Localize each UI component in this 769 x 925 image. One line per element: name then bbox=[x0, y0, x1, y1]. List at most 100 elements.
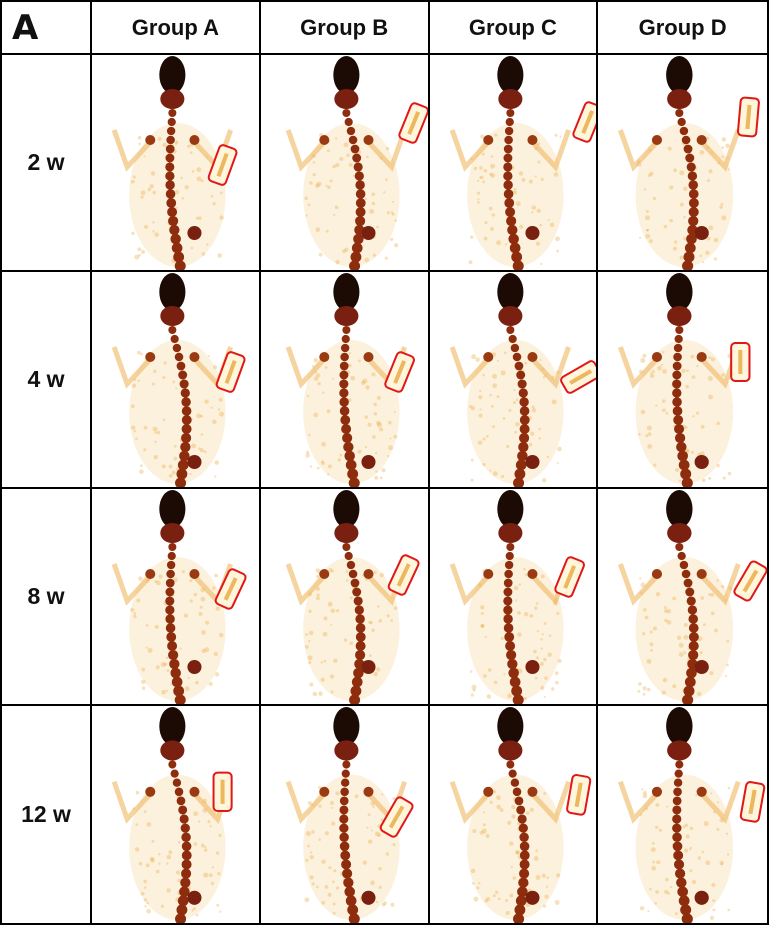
speckle bbox=[316, 373, 320, 377]
scan-drawing bbox=[261, 272, 428, 487]
vertebra bbox=[175, 787, 184, 796]
speckle bbox=[309, 682, 313, 686]
speckle bbox=[158, 853, 160, 855]
speckle bbox=[201, 433, 204, 436]
speckle bbox=[189, 473, 191, 475]
speckle bbox=[152, 230, 154, 232]
vertebra bbox=[672, 823, 681, 832]
speckle bbox=[679, 652, 684, 657]
speckle bbox=[721, 863, 723, 865]
speckle bbox=[330, 624, 332, 626]
speckle bbox=[136, 599, 140, 603]
vertebra bbox=[675, 433, 685, 443]
speckle bbox=[711, 611, 715, 615]
vertebra bbox=[508, 335, 516, 343]
speckle bbox=[549, 223, 554, 228]
speckle bbox=[490, 405, 493, 408]
speckle bbox=[662, 399, 666, 403]
speckle bbox=[166, 862, 168, 864]
speckle bbox=[541, 874, 545, 878]
vertebra bbox=[352, 677, 363, 688]
vertebra bbox=[672, 814, 681, 823]
speckle bbox=[334, 205, 338, 209]
head bbox=[159, 707, 185, 745]
speckle bbox=[518, 583, 521, 586]
speckle bbox=[196, 217, 199, 220]
scan-drawing bbox=[598, 272, 767, 487]
speckle bbox=[185, 185, 189, 189]
speckle bbox=[187, 677, 189, 679]
speckle bbox=[220, 192, 223, 195]
vertebra bbox=[168, 216, 178, 226]
vertebra bbox=[510, 344, 518, 352]
speckle bbox=[141, 680, 146, 685]
speckle bbox=[540, 178, 543, 181]
speckle bbox=[727, 640, 730, 643]
shoulder bbox=[527, 569, 537, 579]
shoulder bbox=[319, 352, 329, 362]
speckle bbox=[377, 605, 379, 607]
vertebra bbox=[340, 796, 349, 805]
speckle bbox=[212, 202, 215, 205]
speckle bbox=[327, 473, 329, 475]
speckle bbox=[650, 172, 654, 176]
vertebra bbox=[346, 895, 357, 906]
speckle bbox=[390, 619, 393, 622]
speckle bbox=[652, 861, 655, 864]
speckle bbox=[313, 161, 315, 163]
speckle bbox=[708, 593, 711, 596]
speckle bbox=[523, 697, 527, 701]
speckle bbox=[214, 574, 218, 578]
vertebra bbox=[688, 171, 697, 180]
vertebra bbox=[675, 769, 683, 777]
speckle bbox=[513, 188, 516, 191]
speckle bbox=[180, 647, 182, 649]
shoulder bbox=[189, 569, 199, 579]
scan-image bbox=[430, 55, 599, 272]
shoulder bbox=[319, 135, 329, 145]
vertebra bbox=[168, 543, 176, 551]
speckle bbox=[529, 808, 533, 812]
speckle bbox=[533, 650, 537, 654]
speckle bbox=[304, 897, 309, 902]
speckle bbox=[321, 442, 326, 447]
speckle bbox=[308, 640, 310, 642]
speckle bbox=[472, 829, 476, 833]
jaw bbox=[498, 740, 522, 760]
vertebra bbox=[350, 145, 359, 154]
vertebra bbox=[346, 460, 357, 471]
speckle bbox=[202, 252, 206, 256]
jaw bbox=[160, 523, 184, 543]
speckle bbox=[543, 696, 545, 698]
vertebra bbox=[356, 632, 366, 642]
speckle bbox=[305, 633, 308, 636]
vertebra bbox=[355, 641, 365, 651]
speckle bbox=[653, 464, 656, 467]
speckle bbox=[710, 671, 714, 675]
vertebra bbox=[673, 397, 683, 406]
speckle bbox=[656, 860, 660, 864]
speckle bbox=[367, 423, 371, 427]
speckle bbox=[326, 409, 330, 413]
speckle bbox=[701, 596, 705, 600]
column-header: Group D bbox=[598, 2, 767, 55]
speckle bbox=[476, 192, 479, 195]
speckle bbox=[200, 606, 203, 609]
vertebra bbox=[354, 171, 363, 180]
vertebra bbox=[180, 379, 189, 388]
vertebra bbox=[504, 570, 513, 579]
speckle bbox=[144, 155, 146, 157]
speckle bbox=[373, 672, 377, 676]
speckle bbox=[511, 814, 515, 818]
speckle bbox=[146, 863, 150, 867]
vertebra bbox=[342, 326, 350, 334]
speckle bbox=[708, 376, 713, 381]
head bbox=[666, 273, 692, 311]
speckle bbox=[344, 638, 347, 641]
speckle bbox=[333, 869, 336, 872]
speckle bbox=[480, 612, 483, 615]
speckle bbox=[376, 421, 381, 426]
shoulder bbox=[189, 787, 199, 797]
speckle bbox=[483, 237, 487, 241]
speckle bbox=[342, 249, 346, 253]
